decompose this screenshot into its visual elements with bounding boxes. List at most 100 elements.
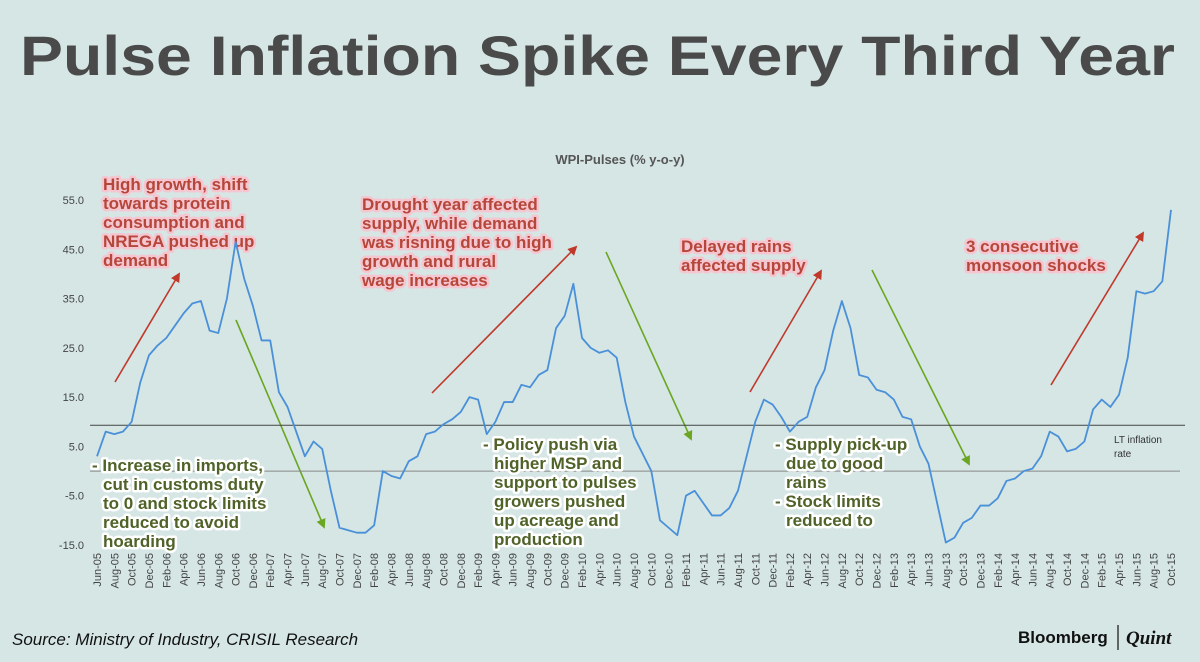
x-tick-label: Dec-11: [768, 553, 780, 588]
x-tick-label: Apr-09: [490, 553, 502, 586]
annotation: growth and rural: [362, 252, 496, 271]
x-tick-label: Apr-06: [179, 553, 191, 586]
annotation: supply, while demand: [362, 214, 537, 233]
x-tick-label: Aug-13: [941, 553, 953, 588]
x-tick-label: Jun-15: [1131, 553, 1143, 587]
y-tick-label: 45.0: [63, 244, 84, 256]
x-tick-label: Jun-08: [404, 553, 416, 587]
arrow: [114, 272, 180, 383]
annotation: hoarding: [103, 532, 176, 551]
x-tick-label: Dec-13: [975, 553, 987, 588]
x-tick-label: Apr-13: [906, 553, 918, 586]
x-tick-label: Apr-14: [1010, 553, 1022, 586]
x-tick-label: Aug-11: [733, 553, 745, 588]
x-tick-label: Jun-11: [716, 553, 728, 586]
x-tick-label: Feb-06: [161, 553, 173, 588]
annotation: due to good: [786, 454, 883, 473]
y-tick-label: 35.0: [63, 294, 84, 306]
x-tick-label: Feb-13: [889, 553, 901, 588]
x-tick-label: Aug-14: [1045, 553, 1057, 588]
x-tick-label: Feb-09: [473, 553, 485, 588]
annotation: to 0 and stock limits: [103, 494, 266, 513]
x-tick-label: Dec-08: [456, 553, 468, 588]
x-tick-label: Dec-10: [664, 553, 676, 588]
annotation: higher MSP and: [494, 454, 622, 473]
x-tick-label: Jun-07: [300, 553, 312, 587]
chart-subtitle: WPI-Pulses (% y-o-y): [555, 152, 684, 167]
annotation: towards protein: [103, 194, 231, 213]
annotation: reduced to avoid: [103, 513, 239, 532]
x-tick-label: Oct-05: [127, 553, 139, 586]
reference-label: LT inflation: [1114, 435, 1162, 446]
arrow: [605, 251, 693, 441]
x-tick-label: Aug-05: [109, 553, 121, 588]
x-tick-label: Jun-09: [508, 553, 520, 587]
annotation: cut in customs duty: [103, 475, 264, 494]
annotation: production: [494, 530, 583, 549]
x-tick-label: Feb-14: [993, 553, 1005, 588]
arrow: [235, 319, 326, 529]
x-tick-label: Jun-14: [1027, 553, 1039, 587]
x-tick-label: Jun-05: [92, 553, 104, 587]
arrow: [749, 269, 822, 393]
annotation: - Stock limits: [775, 492, 881, 511]
x-tick-label: Apr-10: [594, 553, 606, 586]
x-tick-label: Apr-12: [802, 553, 814, 586]
annotation: monsoon shocks: [966, 256, 1106, 275]
x-tick-label: Oct-14: [1062, 553, 1074, 586]
y-tick-label: -5.0: [65, 491, 84, 503]
annotation: - Supply pick-up: [775, 435, 907, 454]
x-tick-label: Oct-09: [542, 553, 554, 586]
x-tick-label: Apr-15: [1114, 553, 1126, 586]
y-tick-label: 5.0: [69, 441, 84, 453]
x-tick-label: Dec-14: [1079, 553, 1091, 588]
x-tick-label: Oct-12: [854, 553, 866, 586]
x-tick-label: Apr-07: [283, 553, 295, 586]
reference-label: rate: [1114, 449, 1132, 460]
annotation: support to pulses: [494, 473, 637, 492]
annotation: affected supply: [681, 256, 806, 275]
x-tick-label: Dec-09: [560, 553, 572, 588]
y-tick-label: 55.0: [63, 195, 84, 207]
annotation: NREGA pushed up: [103, 232, 254, 251]
x-tick-label: Dec-07: [352, 553, 364, 588]
x-tick-label: Aug-15: [1149, 553, 1161, 588]
x-tick-label: Oct-10: [646, 553, 658, 586]
x-tick-label: Aug-06: [213, 553, 225, 588]
x-tick-label: Feb-10: [577, 553, 589, 588]
arrow: [431, 245, 578, 394]
x-tick-label: Jun-06: [196, 553, 208, 587]
annotation: wage increases: [361, 271, 488, 290]
annotation: reduced to: [786, 511, 873, 530]
x-tick-label: Apr-11: [698, 553, 710, 585]
annotation: rains: [786, 473, 827, 492]
x-tick-label: Aug-09: [525, 553, 537, 588]
x-tick-label: Oct-15: [1166, 553, 1178, 586]
brand: Quint: [1126, 628, 1172, 649]
brand: Bloomberg: [1018, 628, 1108, 647]
source: Source: Ministry of Industry, CRISIL Res…: [12, 630, 358, 649]
x-tick-label: Dec-12: [872, 553, 884, 588]
annotation: Delayed rains: [681, 237, 792, 256]
x-tick-label: Aug-07: [317, 553, 329, 588]
x-tick-label: Oct-08: [438, 553, 450, 586]
data-line: [96, 209, 1172, 544]
x-tick-label: Dec-05: [144, 553, 156, 588]
annotation: up acreage and: [494, 511, 619, 530]
annotation: growers pushed: [494, 492, 625, 511]
x-tick-label: Dec-06: [248, 553, 260, 588]
x-tick-label: Feb-07: [265, 553, 277, 588]
x-tick-label: Oct-13: [958, 553, 970, 586]
x-tick-label: Aug-12: [837, 553, 849, 588]
x-tick-label: Apr-08: [386, 553, 398, 586]
x-tick-label: Jun-12: [820, 553, 832, 587]
x-tick-label: Feb-12: [785, 553, 797, 588]
x-tick-label: Feb-15: [1097, 553, 1109, 588]
y-tick-label: -15.0: [59, 540, 84, 552]
arrows: [114, 231, 1144, 529]
annotation: High growth, shift: [103, 175, 248, 194]
annotation: - Policy push via: [483, 435, 618, 454]
x-tick-label: Jun-10: [612, 553, 624, 587]
